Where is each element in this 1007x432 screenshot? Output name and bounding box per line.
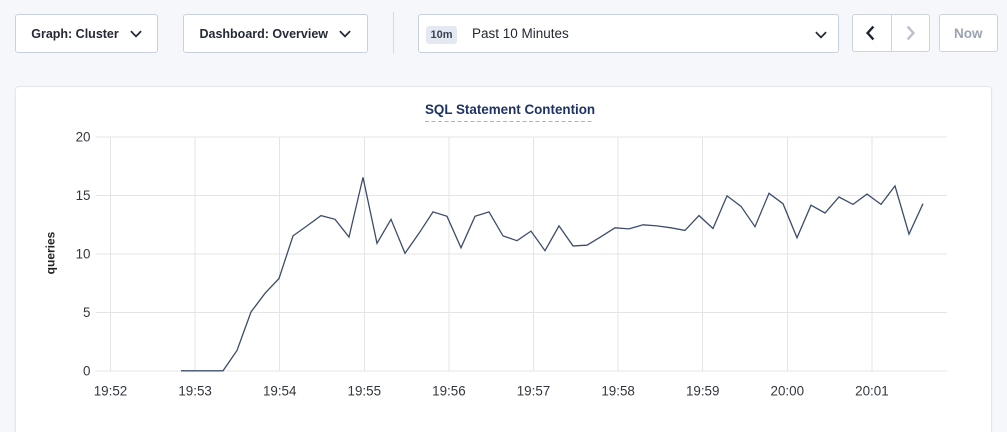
svg-text:19:54: 19:54 (263, 384, 297, 399)
svg-text:19:59: 19:59 (686, 384, 720, 399)
svg-text:19:57: 19:57 (517, 384, 551, 399)
svg-text:19:56: 19:56 (432, 384, 466, 399)
svg-text:0: 0 (83, 363, 90, 378)
svg-text:10: 10 (76, 246, 91, 261)
svg-text:queries: queries (44, 231, 58, 274)
svg-text:20:00: 20:00 (771, 384, 805, 399)
svg-text:5: 5 (83, 305, 90, 320)
svg-text:20:01: 20:01 (855, 384, 889, 399)
svg-text:19:53: 19:53 (178, 384, 212, 399)
svg-text:19:58: 19:58 (601, 384, 635, 399)
svg-text:19:52: 19:52 (94, 384, 128, 399)
svg-text:15: 15 (76, 188, 91, 203)
svg-text:20: 20 (76, 129, 91, 144)
svg-text:19:55: 19:55 (348, 384, 382, 399)
